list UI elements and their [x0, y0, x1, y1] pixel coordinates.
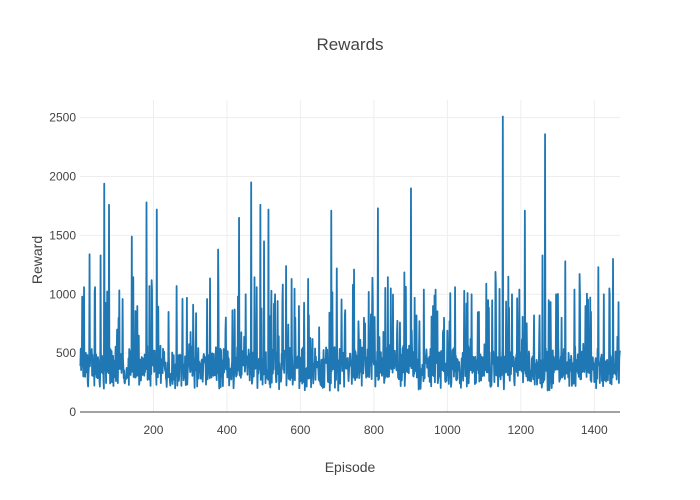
y-tick-label: 2500	[49, 111, 76, 125]
reward-series-line	[79, 115, 621, 392]
y-tick-label: 2000	[49, 170, 76, 184]
x-tick-label: 800	[364, 423, 384, 437]
x-tick-label: 1200	[507, 423, 534, 437]
x-tick-label: 1400	[581, 423, 608, 437]
series-layer	[79, 115, 621, 392]
chart-title: Rewards	[316, 35, 383, 54]
x-axis-title: Episode	[325, 459, 376, 475]
y-tick-label: 1500	[49, 228, 76, 242]
x-tick-label: 600	[290, 423, 310, 437]
y-tick-label: 0	[69, 405, 76, 419]
y-tick-label: 1000	[49, 287, 76, 301]
x-tick-label: 400	[217, 423, 237, 437]
y-tick-label: 500	[56, 346, 76, 360]
x-tick-label: 200	[143, 423, 163, 437]
x-tick-label: 1000	[434, 423, 461, 437]
axis-layer: 0 500 1000 1500 2000 2500 200 400 600 800 1000 1200…	[49, 111, 620, 437]
y-axis-title: Reward	[29, 236, 45, 284]
